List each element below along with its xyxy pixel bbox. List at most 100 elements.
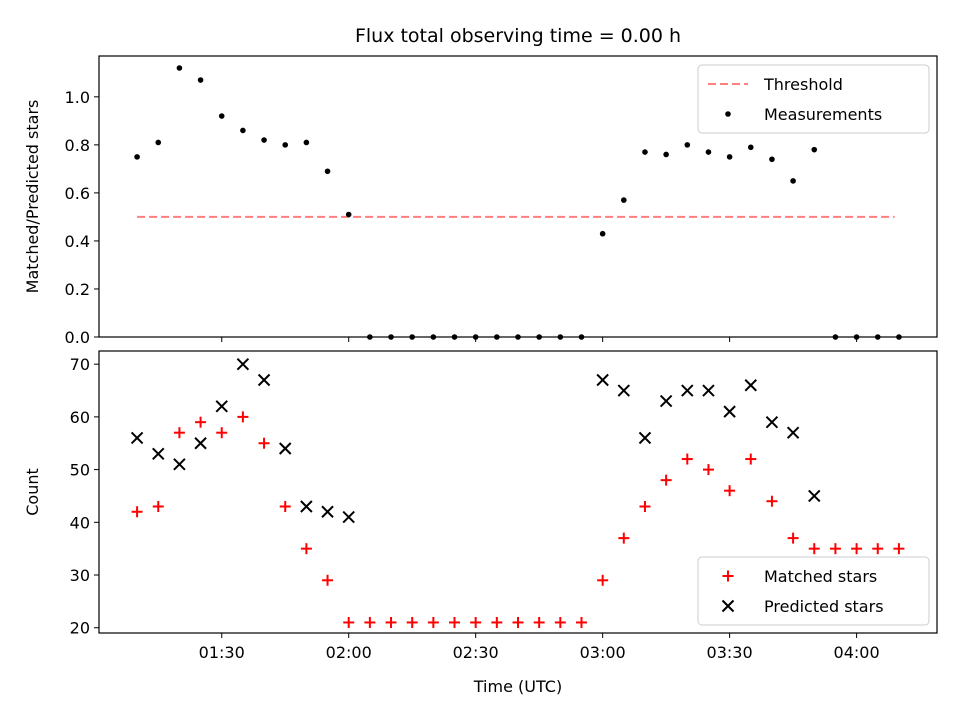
count-x-point: [130, 431, 144, 445]
ratio-y-tick-label: 0.8: [65, 136, 90, 155]
count-plus-point: [872, 543, 884, 555]
ratio-dot-point: [684, 142, 691, 148]
count-y-axis-label: Count: [23, 468, 42, 516]
count-x-point: [744, 379, 757, 392]
count-x-point: [300, 500, 313, 513]
count-y-tick-label: 20: [70, 619, 90, 638]
count-plus-point: [829, 543, 841, 555]
count-x-tick-label: 03:00: [580, 643, 626, 662]
count-x-tick-label: 02:30: [453, 643, 499, 662]
count-plus-point: [893, 543, 905, 555]
ratio-dot-point: [494, 334, 500, 340]
count-plus-point: [470, 616, 482, 628]
count-plus-point: [660, 474, 672, 486]
count-plus-point: [406, 616, 418, 628]
count-plus-point: [618, 532, 630, 544]
count-plus-point: [554, 616, 566, 628]
count-x-tick-label: 04:00: [834, 643, 880, 662]
count-x-point: [681, 384, 694, 397]
ratio-dot-point: [324, 168, 331, 175]
ratio-dot-point: [726, 154, 733, 160]
ratio-dot-point: [218, 113, 225, 119]
count-plus-point: [512, 616, 524, 628]
ratio-dot-point: [515, 334, 521, 340]
ratio-dot-point: [642, 149, 648, 155]
count-x-point: [236, 357, 250, 371]
count-plot: 20 30 40 50 60 70 01:30 02:00 02:30 03:00 03:30 04:…: [23, 350, 938, 662]
count-plus-point: [575, 616, 587, 628]
legend-label-measurements: Measurements: [764, 105, 882, 124]
ratio-dot-point: [388, 334, 394, 340]
ratio-dot-point: [472, 334, 479, 340]
count-x-point: [638, 431, 652, 445]
count-plus-point: [385, 616, 397, 628]
count-plus-point: [681, 453, 693, 465]
count-x-tick-label: 02:00: [326, 643, 372, 662]
count-x-point: [194, 437, 207, 450]
count-plus-point: [152, 500, 164, 512]
ratio-dot-point: [705, 149, 712, 155]
count-x-point: [342, 510, 355, 524]
ratio-dot-point: [282, 142, 289, 148]
ratio-dot-point: [240, 127, 246, 134]
legend-label-matched: Matched stars: [764, 567, 877, 586]
ratio-y-tick-label: 1.0: [65, 88, 90, 107]
count-x-tick-label: 01:30: [199, 643, 245, 662]
ratio-dot-point: [578, 334, 585, 340]
count-plus-point: [195, 416, 207, 428]
count-plus-point: [787, 532, 799, 544]
count-x-tick-label: 03:30: [707, 643, 753, 662]
count-plus-point: [300, 543, 312, 555]
ratio-y-tick-label: 0.4: [65, 232, 90, 251]
count-plus-point: [131, 506, 143, 518]
ratio-dot-point: [832, 334, 839, 340]
ratio-dot-point: [557, 334, 564, 340]
count-axes-frame: [98, 350, 938, 634]
legend-measurements-dot: [725, 111, 731, 117]
ratio-dot-point: [536, 334, 542, 340]
count-plus-point: [322, 574, 334, 586]
count-x-point: [215, 400, 228, 413]
count-plus-point: [279, 500, 291, 512]
ratio-dot-point: [176, 65, 183, 71]
count-x-point: [257, 373, 271, 387]
count-plus-point: [237, 411, 249, 423]
count-y-tick-label: 50: [70, 461, 90, 480]
ratio-dot-point: [769, 156, 775, 163]
ratio-plot: 0.0 0.2 0.4 0.6 0.8 1.0 Matched/Predicted star…: [23, 55, 938, 347]
count-x-point: [786, 426, 800, 439]
count-x-point: [808, 489, 821, 503]
ratio-dot-point: [197, 77, 204, 83]
ratio-dot-point: [853, 334, 860, 340]
count-plus-point: [766, 495, 778, 507]
ratio-dot-point: [134, 154, 140, 160]
ratio-dot-point: [896, 334, 902, 340]
count-x-point: [173, 458, 186, 471]
ratio-dot-point: [345, 211, 352, 218]
count-x-point: [596, 373, 609, 387]
ratio-dot-point: [874, 334, 881, 340]
legend-label-threshold: Threshold: [763, 75, 843, 94]
count-x-point: [702, 384, 715, 397]
ratio-dot-point: [790, 178, 796, 184]
ratio-dot-point: [747, 144, 754, 151]
count-plus-point: [173, 427, 185, 439]
count-x-point: [617, 384, 631, 397]
count-plus-point: [343, 616, 355, 628]
count-plus-point: [449, 616, 461, 628]
ratio-dot-point: [409, 334, 415, 340]
count-x-point: [659, 394, 673, 408]
ratio-dot-point: [599, 230, 606, 237]
count-legend: Matched stars Predicted stars: [697, 556, 930, 626]
ratio-y-tick-label: 0.0: [65, 328, 90, 347]
legend-matched-marker: [722, 570, 734, 582]
ratio-dot-point: [811, 146, 818, 153]
x-axis-label: Time (UTC): [473, 677, 562, 696]
count-x-point: [765, 415, 779, 429]
count-plus-point: [597, 574, 609, 586]
ratio-dot-point: [621, 197, 627, 203]
count-y-tick-label: 30: [70, 566, 90, 585]
count-plus-point: [533, 616, 545, 628]
count-y-tick-label: 60: [70, 408, 90, 427]
